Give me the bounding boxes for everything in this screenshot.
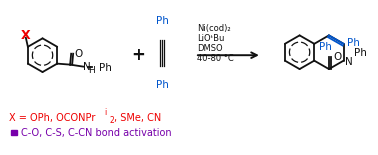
Text: Ph: Ph xyxy=(156,80,169,90)
Text: Ph: Ph xyxy=(347,38,359,48)
Text: Ph: Ph xyxy=(156,16,169,27)
Text: O: O xyxy=(333,52,341,62)
Text: X: X xyxy=(21,29,31,42)
Text: LiOᵗBu: LiOᵗBu xyxy=(197,34,225,43)
Text: 40-80 °C: 40-80 °C xyxy=(197,54,234,63)
Text: 2: 2 xyxy=(109,116,114,125)
Text: C-O, C-S, C-CN bond activation: C-O, C-S, C-CN bond activation xyxy=(21,128,171,137)
Text: DMSO: DMSO xyxy=(197,44,223,53)
Bar xyxy=(11,130,17,135)
Text: N: N xyxy=(83,62,91,72)
Text: +: + xyxy=(131,46,145,64)
Text: Ni(cod)₂: Ni(cod)₂ xyxy=(197,24,231,33)
Text: Ph: Ph xyxy=(353,48,366,58)
Text: , SMe, CN: , SMe, CN xyxy=(114,113,161,123)
Text: X = OPh, OCONPr: X = OPh, OCONPr xyxy=(9,113,95,123)
Text: O: O xyxy=(74,49,82,59)
Text: Ph: Ph xyxy=(319,42,332,52)
Text: H: H xyxy=(88,66,95,75)
Text: i: i xyxy=(104,108,107,117)
Text: Ph: Ph xyxy=(99,63,112,73)
Text: N: N xyxy=(345,57,352,67)
